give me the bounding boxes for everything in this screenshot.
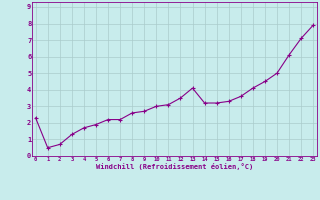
X-axis label: Windchill (Refroidissement éolien,°C): Windchill (Refroidissement éolien,°C) (96, 163, 253, 170)
